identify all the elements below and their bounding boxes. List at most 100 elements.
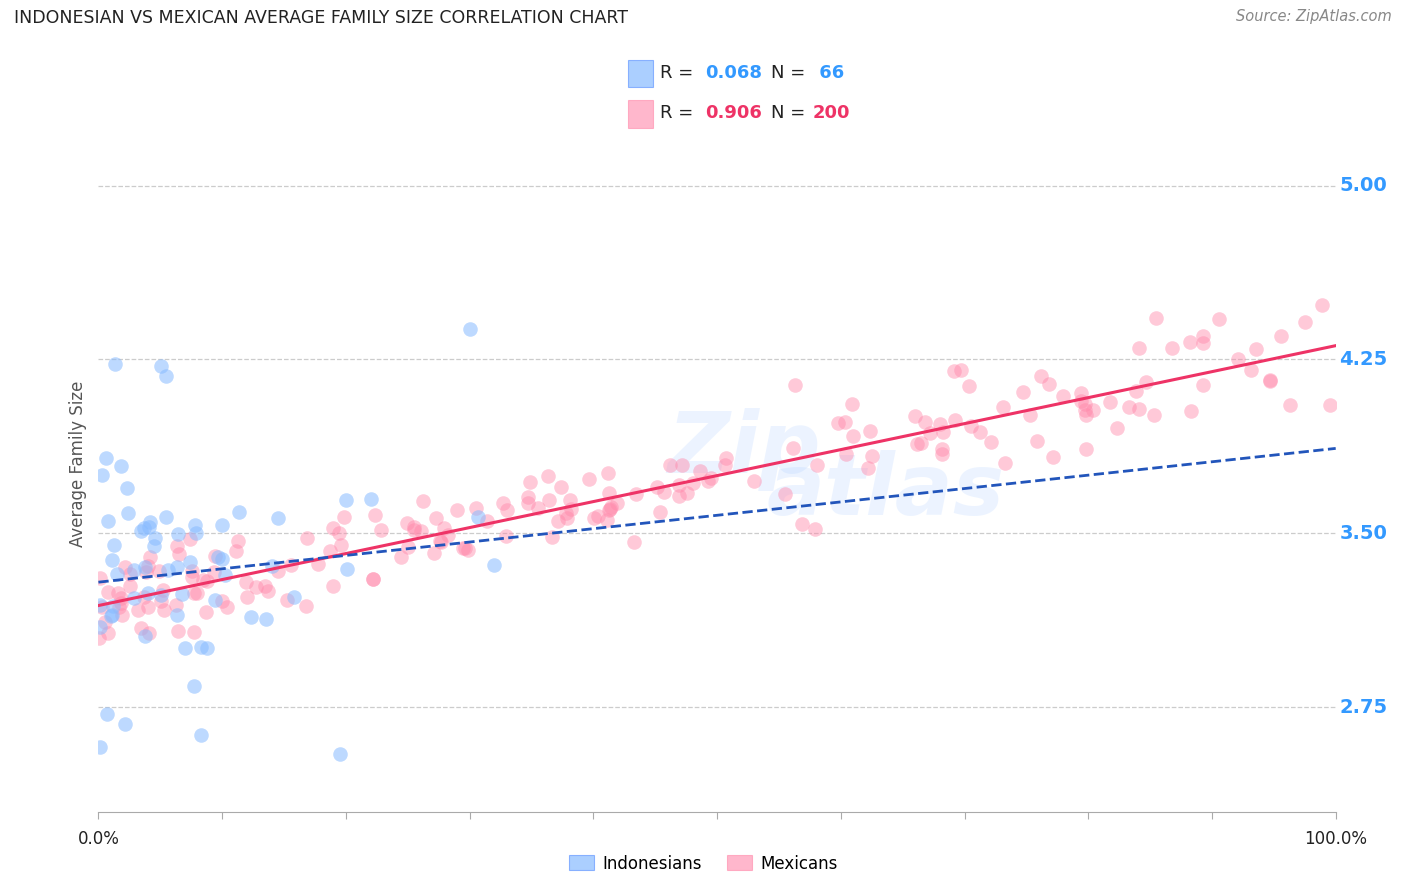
Point	[1052, 389, 1074, 403]
Point	[183, 679, 205, 693]
Point	[134, 629, 156, 643]
Point	[446, 502, 468, 516]
Point	[540, 530, 562, 544]
Point	[204, 593, 226, 607]
Point	[430, 534, 453, 549]
Point	[465, 500, 488, 515]
Text: Zip: Zip	[668, 409, 821, 491]
Point	[496, 502, 519, 516]
Point	[138, 586, 160, 600]
Point	[117, 507, 139, 521]
Point	[204, 549, 226, 564]
Point	[110, 591, 132, 606]
FancyBboxPatch shape	[628, 100, 652, 128]
Point	[139, 515, 162, 529]
Point	[458, 322, 481, 336]
Point	[228, 505, 250, 519]
Point	[700, 471, 723, 485]
Point	[211, 551, 233, 566]
Point	[89, 571, 111, 585]
Text: Source: ZipAtlas.com: Source: ZipAtlas.com	[1236, 9, 1392, 24]
Point	[623, 535, 645, 549]
Point	[149, 588, 172, 602]
Point	[1180, 404, 1202, 418]
Point	[451, 541, 474, 556]
Point	[202, 565, 225, 579]
Point	[134, 559, 156, 574]
Point	[1074, 442, 1097, 456]
Point	[183, 586, 205, 600]
Point	[1012, 384, 1035, 399]
Point	[328, 525, 350, 540]
Point	[215, 600, 238, 615]
Point	[586, 509, 609, 524]
FancyBboxPatch shape	[628, 60, 652, 87]
Point	[107, 586, 129, 600]
Point	[267, 511, 290, 525]
Point	[211, 593, 233, 607]
Point	[1125, 384, 1147, 398]
Point	[790, 516, 813, 531]
Point	[97, 514, 120, 528]
Point	[547, 515, 569, 529]
Point	[257, 584, 280, 599]
Point	[361, 572, 384, 586]
Point	[599, 502, 621, 516]
Point	[1107, 421, 1129, 435]
Point	[578, 472, 600, 486]
Point	[1240, 363, 1263, 377]
Point	[225, 543, 247, 558]
Point	[645, 480, 668, 494]
Point	[396, 540, 419, 554]
Point	[166, 539, 188, 553]
Point	[135, 565, 157, 579]
Point	[425, 511, 447, 525]
Point	[671, 458, 693, 473]
Point	[172, 587, 194, 601]
Point	[360, 492, 382, 507]
Point	[138, 519, 160, 533]
Point	[1135, 376, 1157, 390]
Point	[129, 621, 152, 635]
Point	[606, 496, 628, 510]
Point	[742, 474, 765, 488]
Point	[423, 546, 446, 560]
Point	[993, 400, 1015, 414]
Text: R =: R =	[661, 64, 699, 82]
Point	[1143, 409, 1166, 423]
Point	[433, 521, 456, 535]
Point	[689, 464, 711, 478]
Point	[1070, 385, 1092, 400]
Point	[492, 496, 515, 510]
Point	[682, 475, 704, 490]
Point	[1208, 312, 1230, 326]
Point	[652, 485, 675, 500]
Point	[280, 558, 302, 572]
Point	[806, 458, 828, 472]
Point	[283, 590, 305, 604]
Point	[1070, 394, 1092, 409]
Point	[166, 527, 188, 541]
Point	[437, 528, 460, 542]
Point	[675, 486, 697, 500]
Point	[1144, 310, 1167, 325]
Point	[650, 505, 672, 519]
Point	[101, 599, 124, 614]
Point	[136, 600, 159, 615]
Point	[91, 468, 114, 483]
Point	[96, 707, 118, 722]
Point	[931, 447, 953, 461]
Point	[138, 626, 160, 640]
Point	[860, 449, 883, 463]
Point	[957, 379, 980, 393]
Point	[169, 547, 191, 561]
Legend: Indonesians, Mexicans: Indonesians, Mexicans	[562, 848, 844, 880]
Point	[402, 520, 425, 534]
Point	[152, 602, 174, 616]
Point	[183, 624, 205, 639]
Point	[361, 572, 384, 586]
Text: 2.75: 2.75	[1340, 698, 1388, 717]
Text: N =: N =	[770, 64, 811, 82]
Point	[583, 511, 606, 525]
Point	[149, 359, 172, 374]
